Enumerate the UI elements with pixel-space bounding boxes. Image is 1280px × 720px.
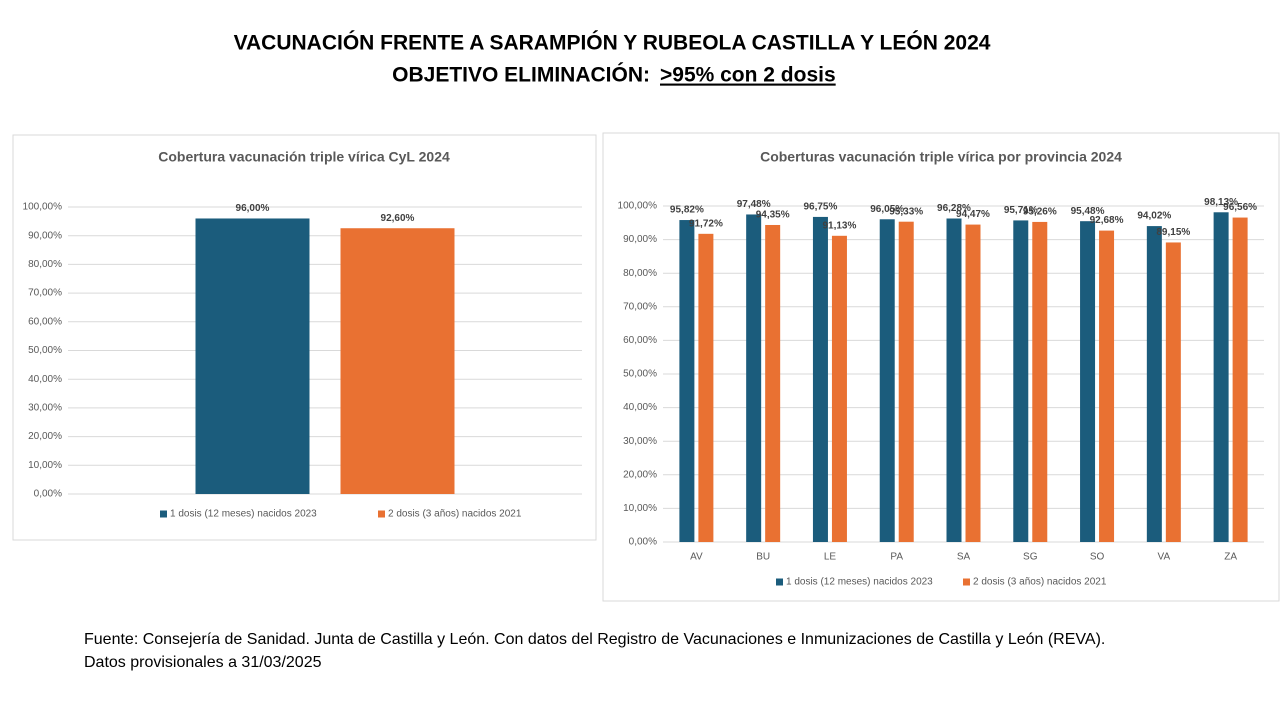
- x-tick-label: BU: [756, 552, 770, 563]
- source-note: Fuente: Consejería de Sanidad. Junta de …: [84, 631, 1105, 648]
- y-tick-label: 60,00%: [28, 316, 62, 327]
- bar: [1165, 242, 1181, 542]
- data-label: 89,15%: [1156, 227, 1190, 238]
- bar: [340, 228, 455, 494]
- data-label: 98,13%: [1204, 197, 1238, 208]
- data-label: 95,48%: [1071, 206, 1105, 217]
- bar: [195, 218, 310, 495]
- bar: [812, 216, 828, 543]
- data-label: 91,72%: [689, 218, 723, 229]
- y-tick-label: 80,00%: [623, 268, 657, 279]
- bar: [898, 221, 914, 542]
- bar: [831, 235, 847, 542]
- y-tick-label: 50,00%: [623, 369, 657, 380]
- bar: [765, 224, 781, 542]
- legend-label: 1 dosis (12 meses) nacidos 2023: [786, 577, 933, 588]
- legend-label: 2 dosis (3 años) nacidos 2021: [388, 509, 522, 520]
- data-label: 92,68%: [1090, 215, 1124, 226]
- y-tick-label: 80,00%: [28, 259, 62, 270]
- x-tick-label: SA: [957, 552, 971, 563]
- x-tick-label: SG: [1023, 552, 1038, 563]
- y-tick-label: 0,00%: [629, 537, 657, 548]
- data-label: 94,47%: [956, 209, 990, 220]
- y-tick-label: 40,00%: [28, 374, 62, 385]
- bar: [946, 218, 962, 542]
- legend-label: 2 dosis (3 años) nacidos 2021: [973, 577, 1107, 588]
- legend-marker: [776, 578, 783, 586]
- legend-label: 1 dosis (12 meses) nacidos 2023: [170, 509, 317, 520]
- y-tick-label: 60,00%: [623, 335, 657, 346]
- y-tick-label: 70,00%: [623, 301, 657, 312]
- bar: [698, 233, 714, 542]
- y-tick-label: 20,00%: [28, 431, 62, 442]
- bar: [679, 220, 695, 542]
- y-tick-label: 10,00%: [623, 503, 657, 514]
- data-label: 96,00%: [236, 203, 270, 214]
- y-tick-label: 10,00%: [28, 460, 62, 471]
- legend-marker: [378, 510, 385, 518]
- bar: [879, 219, 895, 542]
- bar: [1032, 221, 1048, 543]
- y-tick-label: 0,00%: [34, 489, 62, 500]
- x-tick-label: ZA: [1224, 552, 1237, 563]
- y-tick-label: 100,00%: [618, 201, 658, 212]
- objective-value: >95% con 2 dosis: [660, 64, 836, 87]
- bar: [746, 214, 762, 542]
- y-tick-label: 20,00%: [623, 469, 657, 480]
- data-label: 97,48%: [737, 199, 771, 210]
- chart-title: Cobertura vacunación triple vírica CyL 2…: [158, 149, 450, 165]
- bar: [1099, 230, 1115, 542]
- data-label: 95,71%: [1004, 205, 1038, 216]
- objective-label: OBJETIVO ELIMINACIÓN:: [392, 63, 650, 87]
- data-label: 94,35%: [756, 210, 790, 221]
- y-tick-label: 50,00%: [28, 345, 62, 356]
- y-tick-label: 30,00%: [623, 436, 657, 447]
- y-tick-label: 90,00%: [623, 234, 657, 245]
- chart-title: Coberturas vacunación triple vírica por …: [760, 149, 1122, 165]
- y-tick-label: 70,00%: [28, 288, 62, 299]
- bar: [1213, 212, 1229, 542]
- slide-title: VACUNACIÓN FRENTE A SARAMPIÓN Y RUBEOLA …: [234, 31, 991, 55]
- data-label: 96,56%: [1223, 202, 1257, 213]
- data-label: 95,82%: [670, 205, 704, 216]
- data-label: 91,13%: [822, 220, 856, 231]
- data-label: 95,26%: [1023, 207, 1057, 218]
- legend-marker: [963, 578, 970, 586]
- x-tick-label: VA: [1158, 552, 1171, 563]
- legend-marker: [160, 510, 167, 518]
- provisional-note: Datos provisionales a 31/03/2025: [84, 654, 322, 671]
- data-label: 96,75%: [803, 202, 837, 213]
- data-label: 92,60%: [381, 213, 415, 224]
- bar: [1013, 220, 1029, 542]
- x-tick-label: LE: [824, 552, 837, 563]
- y-tick-label: 90,00%: [28, 230, 62, 241]
- bar: [965, 224, 981, 542]
- data-label: 96,05%: [870, 204, 904, 215]
- bar: [1080, 221, 1096, 542]
- data-label: 96,28%: [937, 203, 971, 214]
- data-label: 95,33%: [889, 206, 923, 217]
- bar: [1146, 226, 1162, 542]
- y-tick-label: 100,00%: [23, 202, 63, 213]
- x-tick-label: AV: [690, 552, 703, 563]
- x-tick-label: SO: [1090, 552, 1105, 563]
- y-tick-label: 30,00%: [28, 403, 62, 414]
- x-tick-label: PA: [890, 552, 903, 563]
- y-tick-label: 40,00%: [623, 402, 657, 413]
- data-label: 94,02%: [1137, 211, 1171, 222]
- bar: [1232, 217, 1248, 542]
